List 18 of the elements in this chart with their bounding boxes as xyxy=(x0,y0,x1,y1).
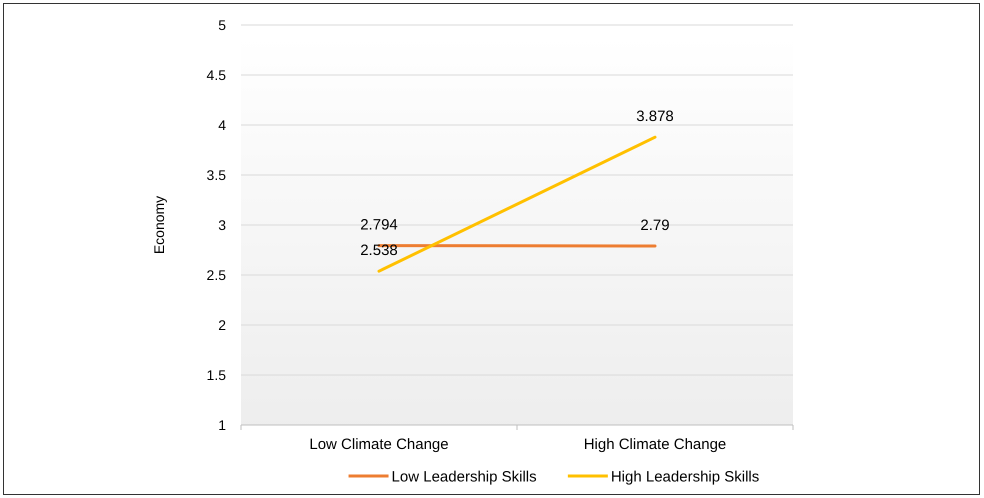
data-label: 2.794 xyxy=(360,216,398,234)
data-label: 3.878 xyxy=(636,108,674,126)
data-label: 2.538 xyxy=(360,242,398,260)
y-tick-label: 4.5 xyxy=(206,66,226,83)
y-tick-label: 1.5 xyxy=(206,366,226,383)
y-tick-label: 4 xyxy=(218,116,226,133)
legend-label: Low Leadership Skills xyxy=(392,468,537,486)
y-axis-title: Economy xyxy=(151,196,167,254)
y-tick-label: 5 xyxy=(218,16,226,33)
y-tick-label: 2 xyxy=(218,316,226,333)
data-label: 2.79 xyxy=(640,217,670,234)
x-tick-label: Low Climate Change xyxy=(309,436,449,453)
y-tick-label: 2.5 xyxy=(206,266,226,283)
x-tick-label: High Climate Change xyxy=(584,436,726,453)
y-tick-label: 3 xyxy=(218,216,226,233)
y-tick-label: 3.5 xyxy=(206,166,226,183)
y-tick-label: 1 xyxy=(218,416,226,433)
legend-label: High Leadership Skills xyxy=(610,468,760,486)
